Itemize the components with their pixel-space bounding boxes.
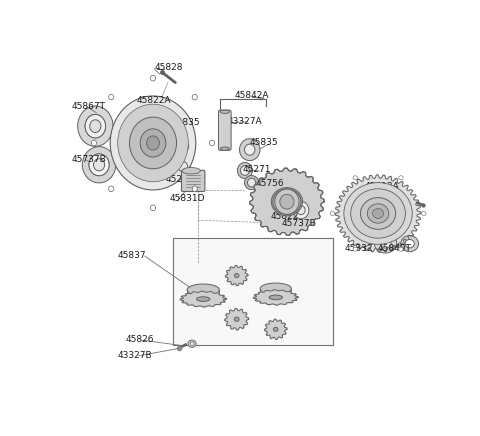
Text: 45756: 45756	[255, 179, 284, 188]
Text: 45271: 45271	[166, 175, 194, 184]
Polygon shape	[335, 175, 421, 252]
Ellipse shape	[234, 317, 239, 321]
Text: 45822A: 45822A	[136, 96, 171, 106]
Ellipse shape	[372, 208, 384, 218]
Ellipse shape	[248, 178, 256, 187]
Ellipse shape	[288, 195, 314, 225]
Ellipse shape	[130, 117, 177, 169]
Ellipse shape	[344, 183, 412, 244]
Ellipse shape	[110, 96, 196, 190]
Ellipse shape	[78, 106, 113, 146]
Polygon shape	[264, 319, 287, 339]
Ellipse shape	[83, 146, 116, 183]
Text: 45271: 45271	[242, 165, 271, 174]
Ellipse shape	[85, 114, 106, 138]
Ellipse shape	[188, 340, 196, 347]
Ellipse shape	[240, 166, 249, 175]
Ellipse shape	[353, 247, 358, 251]
Ellipse shape	[118, 104, 188, 182]
Ellipse shape	[271, 187, 302, 216]
Ellipse shape	[293, 201, 309, 219]
Ellipse shape	[275, 189, 299, 215]
Ellipse shape	[360, 198, 396, 229]
FancyBboxPatch shape	[218, 110, 231, 150]
Ellipse shape	[297, 206, 305, 215]
Ellipse shape	[220, 110, 229, 113]
Ellipse shape	[89, 154, 109, 176]
Ellipse shape	[273, 189, 301, 215]
Text: 43327B: 43327B	[118, 351, 152, 360]
Ellipse shape	[192, 186, 197, 192]
Ellipse shape	[150, 75, 156, 81]
Text: 45831D: 45831D	[170, 194, 205, 203]
Ellipse shape	[374, 233, 396, 253]
Ellipse shape	[178, 141, 189, 152]
Ellipse shape	[175, 158, 191, 174]
Ellipse shape	[209, 140, 215, 146]
Polygon shape	[253, 290, 298, 305]
Ellipse shape	[401, 235, 419, 252]
Ellipse shape	[140, 129, 166, 157]
Ellipse shape	[266, 181, 307, 223]
Ellipse shape	[380, 238, 391, 248]
Text: 45737B: 45737B	[71, 155, 106, 164]
Ellipse shape	[367, 204, 389, 223]
Polygon shape	[250, 168, 324, 235]
Text: 45826: 45826	[125, 335, 154, 344]
Text: 45835: 45835	[250, 139, 278, 147]
Text: 45822: 45822	[270, 212, 299, 221]
Ellipse shape	[187, 284, 219, 296]
Ellipse shape	[293, 201, 309, 219]
Ellipse shape	[90, 120, 101, 133]
Ellipse shape	[89, 154, 109, 176]
Polygon shape	[225, 309, 249, 330]
Ellipse shape	[238, 163, 252, 179]
FancyBboxPatch shape	[173, 238, 334, 345]
Text: 45813A: 45813A	[365, 182, 400, 191]
Ellipse shape	[108, 186, 114, 192]
Ellipse shape	[220, 147, 229, 150]
Ellipse shape	[94, 159, 105, 171]
Ellipse shape	[399, 176, 403, 180]
Ellipse shape	[85, 114, 106, 138]
FancyBboxPatch shape	[181, 170, 205, 191]
Ellipse shape	[108, 94, 114, 100]
Ellipse shape	[244, 144, 255, 155]
Ellipse shape	[91, 140, 96, 146]
Ellipse shape	[274, 327, 278, 331]
Polygon shape	[180, 291, 226, 307]
Ellipse shape	[173, 136, 194, 157]
Ellipse shape	[146, 136, 159, 150]
Ellipse shape	[421, 211, 426, 215]
Ellipse shape	[240, 139, 260, 160]
Text: 45832: 45832	[345, 244, 373, 253]
Polygon shape	[250, 168, 324, 235]
Text: 43327A: 43327A	[228, 117, 262, 126]
Ellipse shape	[244, 176, 259, 190]
Ellipse shape	[190, 342, 194, 345]
Ellipse shape	[182, 167, 200, 174]
Ellipse shape	[234, 273, 239, 278]
Ellipse shape	[260, 283, 291, 294]
Text: 45835: 45835	[172, 118, 200, 127]
Polygon shape	[226, 266, 248, 286]
Text: 45828: 45828	[155, 63, 183, 72]
Text: 45756: 45756	[155, 160, 183, 169]
Ellipse shape	[150, 205, 156, 211]
Ellipse shape	[178, 161, 188, 171]
Ellipse shape	[330, 211, 335, 215]
Ellipse shape	[351, 189, 406, 238]
Ellipse shape	[353, 176, 358, 180]
Ellipse shape	[196, 297, 210, 301]
Ellipse shape	[280, 194, 294, 209]
Text: 45849T: 45849T	[378, 244, 412, 253]
Text: 45837: 45837	[118, 251, 146, 260]
Text: 45737B: 45737B	[281, 219, 316, 228]
Ellipse shape	[399, 247, 403, 251]
Text: 45842A: 45842A	[235, 92, 269, 100]
Ellipse shape	[269, 295, 282, 300]
Ellipse shape	[405, 239, 414, 248]
Text: 45867T: 45867T	[71, 102, 105, 111]
Ellipse shape	[192, 94, 197, 100]
